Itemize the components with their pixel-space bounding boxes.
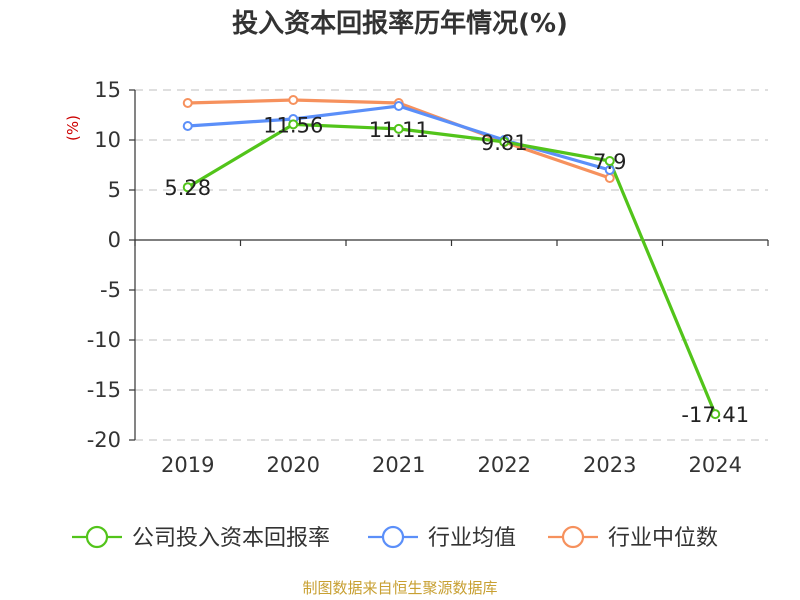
y-tick-label: 15 — [94, 78, 121, 102]
y-tick-label: -10 — [87, 328, 121, 352]
grid-lines — [135, 89, 768, 441]
data-point[interactable] — [182, 182, 193, 193]
x-tick-label: 2023 — [583, 453, 636, 477]
legend-item[interactable]: 行业均值 — [368, 525, 516, 551]
y-axis-unit-label: (%) — [64, 115, 82, 141]
x-tick-label: 2022 — [478, 453, 531, 477]
data-point[interactable] — [393, 101, 404, 111]
data-point[interactable] — [288, 119, 299, 130]
data-label: 7.9 — [593, 150, 626, 174]
data-label: 5.28 — [164, 176, 211, 200]
y-tick-label: 5 — [108, 178, 121, 202]
y-tick-label: -5 — [100, 278, 121, 302]
data-point[interactable] — [499, 136, 510, 147]
source-note: 制图数据来自恒生聚源数据库 — [302, 579, 497, 597]
data-point[interactable] — [604, 156, 615, 166]
data-label: -17.41 — [681, 403, 749, 427]
series-lines — [186, 98, 717, 416]
legend-item[interactable]: 公司投入资本回报率 — [72, 525, 330, 551]
data-point[interactable] — [182, 121, 193, 131]
axes: 15 10 5 0 -5 -10 -15 -20 2019 2020 2021 2022 2023 202… — [87, 78, 769, 477]
y-tick-label: -20 — [87, 428, 121, 452]
x-tick-label: 2021 — [372, 453, 425, 477]
legend[interactable]: 公司投入资本回报率 行业均值 行业中位数 — [72, 525, 718, 551]
data-point[interactable] — [288, 95, 299, 105]
legend-swatch-marker — [381, 525, 405, 549]
legend-item[interactable]: 行业中位数 — [548, 525, 718, 551]
series-line — [186, 122, 717, 416]
y-tick-label: -15 — [87, 378, 121, 402]
data-point[interactable] — [182, 98, 193, 108]
data-label: 11.11 — [369, 118, 429, 142]
legend-label: 公司投入资本回报率 — [132, 526, 330, 551]
chart-title: 投入资本回报率历年情况(%) — [232, 8, 568, 39]
legend-swatch-marker — [561, 525, 585, 549]
data-points — [182, 95, 721, 420]
y-tick-label: 10 — [94, 128, 121, 152]
data-label: 9.81 — [481, 131, 528, 155]
data-label: 11.56 — [263, 113, 323, 137]
legend-label: 行业均值 — [428, 526, 516, 551]
legend-swatch-marker — [85, 525, 109, 549]
x-tick-label: 2020 — [267, 453, 320, 477]
data-point[interactable] — [710, 409, 721, 420]
data-labels: 5.28 11.56 11.11 9.81 7.9 -17.41 — [164, 113, 749, 427]
x-tick-label: 2019 — [161, 453, 214, 477]
x-tick-label: 2024 — [689, 453, 742, 477]
data-point[interactable] — [604, 173, 615, 183]
y-tick-label: 0 — [108, 228, 121, 252]
legend-label: 行业中位数 — [608, 526, 718, 551]
data-point[interactable] — [393, 123, 404, 134]
